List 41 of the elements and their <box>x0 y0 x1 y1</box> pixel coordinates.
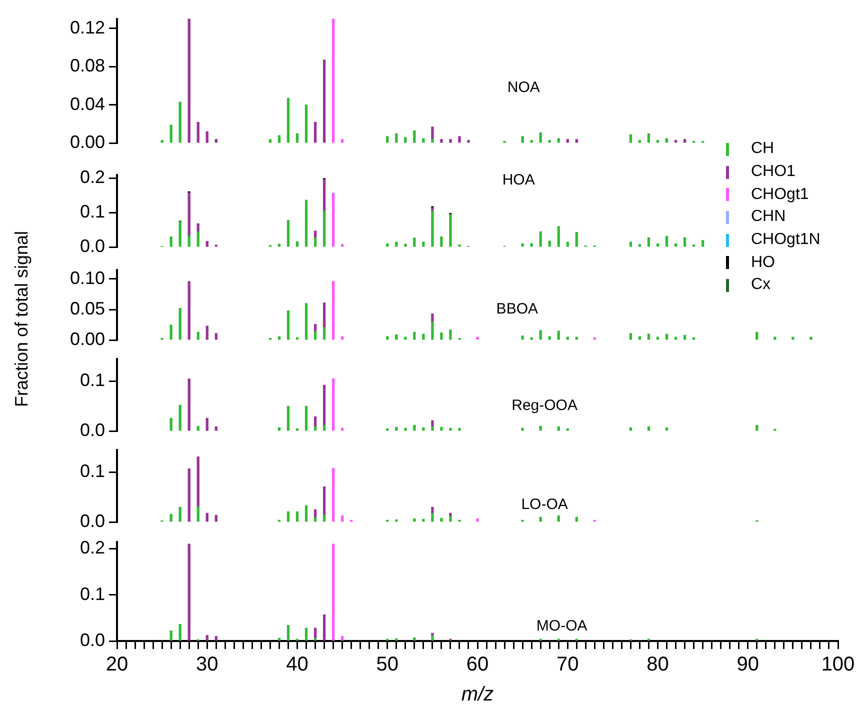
legend-label: CH <box>751 140 774 158</box>
y-tick-label: 0.08 <box>70 55 105 76</box>
y-tick-label: 0.10 <box>70 268 105 288</box>
text: Reg-OOA <box>512 397 578 414</box>
text: BBOA <box>496 300 538 318</box>
x-tick-label: 100 <box>821 654 855 676</box>
legend-label: CHN <box>751 208 786 226</box>
y-tick-label: 0.00 <box>70 329 105 350</box>
x-tick-label: 70 <box>556 654 579 676</box>
legend-label: HO <box>751 254 775 272</box>
y-tick-label: 0.00 <box>70 132 105 152</box>
x-tick-label: 80 <box>646 654 669 676</box>
x-tick-label: 50 <box>376 654 398 676</box>
y-tick-label: 0.0 <box>80 630 105 650</box>
y-tick-label: 0.12 <box>70 16 105 37</box>
y-tick-label: 0.1 <box>80 370 105 390</box>
y-tick-label: 0.2 <box>80 538 105 558</box>
y-tick-label: 0.1 <box>80 584 105 604</box>
legend-label: CHOgt1 <box>751 186 809 204</box>
y-tick-label: 0.2 <box>80 167 105 188</box>
y-tick-label: 0.0 <box>80 236 105 256</box>
legend-label: Cx <box>751 276 771 294</box>
y-tick-label: 0.0 <box>80 511 105 532</box>
chart-title: HOA <box>502 172 535 189</box>
x-tick-label: 30 <box>196 654 218 676</box>
y-tick-label: 0.04 <box>70 93 105 114</box>
x-tick-label: 90 <box>736 654 759 676</box>
y-tick-label: 0.1 <box>80 202 105 222</box>
y-tick-label: 0.1 <box>80 461 105 482</box>
legend-label: CHOgt1N <box>751 231 820 250</box>
x-tick-label: 20 <box>106 654 128 676</box>
text: NOA <box>507 78 540 96</box>
y-tick-label: 0.05 <box>70 298 105 319</box>
legend-label: CHO1 <box>751 163 796 182</box>
y-axis-title: Fraction of total signal <box>12 231 32 408</box>
text: MO-OA <box>536 617 588 634</box>
text: LO-OA <box>521 496 568 513</box>
x-tick-label: 40 <box>286 654 308 676</box>
y-tick-label: 0.0 <box>80 420 105 440</box>
x-axis-title: m/z <box>461 684 494 706</box>
x-tick-label: 60 <box>466 654 489 676</box>
